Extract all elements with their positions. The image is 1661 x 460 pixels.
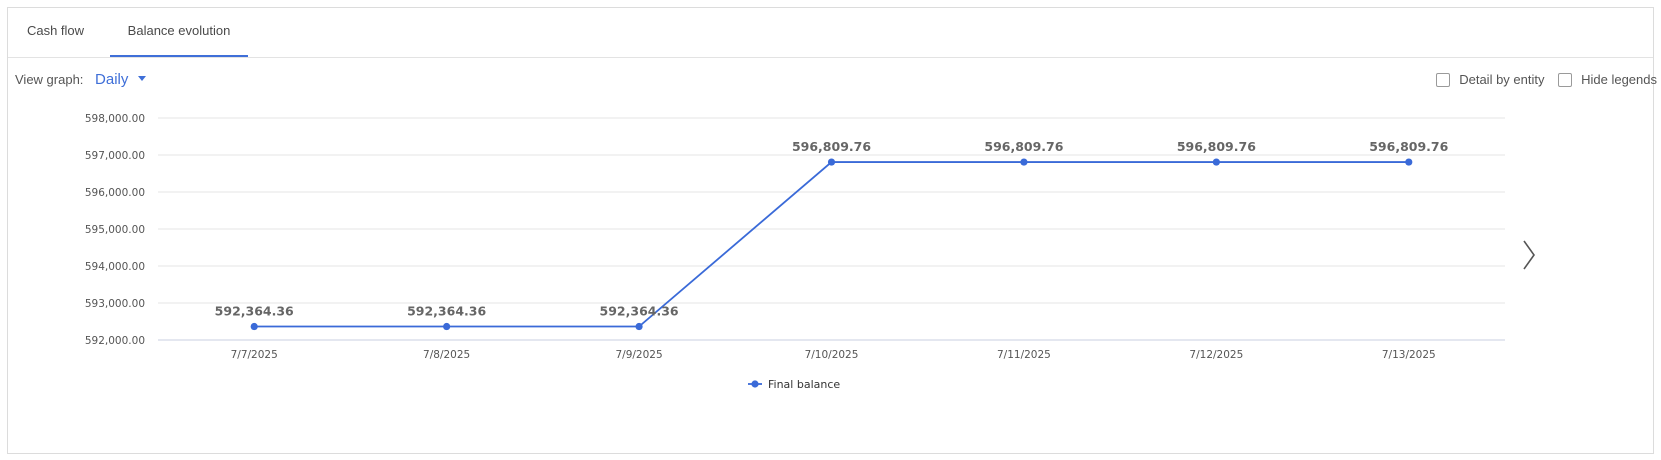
view-graph-value: Daily bbox=[95, 71, 129, 89]
data-labels: 592,364.36 592,364.36 592,364.36 596,809.76… bbox=[215, 139, 1449, 318]
x-tick-label: 7/11/2025 bbox=[997, 349, 1051, 361]
data-label: 596,809.76 bbox=[792, 139, 871, 154]
x-tick-label: 7/13/2025 bbox=[1382, 349, 1436, 361]
view-graph-row: View graph: Daily bbox=[15, 71, 147, 89]
data-point bbox=[1405, 158, 1413, 166]
hide-legends-checkbox[interactable]: Hide legends bbox=[1558, 72, 1657, 87]
balance-panel: Cash flow Balance evolution bbox=[7, 7, 1654, 454]
data-label: 596,809.76 bbox=[1369, 139, 1448, 154]
y-tick-label: 592,000.00 bbox=[85, 335, 145, 347]
data-label: 592,364.36 bbox=[407, 304, 486, 319]
data-point bbox=[635, 322, 643, 331]
data-point bbox=[1212, 158, 1220, 166]
series-line bbox=[254, 161, 1409, 328]
x-axis-ticks: 7/7/2025 7/8/2025 7/9/2025 7/10/2025 7/11/20… bbox=[231, 349, 1436, 361]
y-tick-label: 594,000.00 bbox=[85, 261, 145, 273]
data-label: 592,364.36 bbox=[215, 304, 294, 319]
y-tick-label: 593,000.00 bbox=[85, 298, 145, 310]
chart-options: Detail by entity Hide legends bbox=[1426, 72, 1657, 90]
y-tick-label: 597,000.00 bbox=[85, 150, 145, 162]
hide-legends-label: Hide legends bbox=[1581, 72, 1657, 87]
x-tick-label: 7/8/2025 bbox=[423, 349, 470, 361]
y-axis-ticks: 592,000.00 593,000.00 594,000.00 595,000.00… bbox=[85, 113, 145, 347]
legend[interactable]: Final balance bbox=[748, 378, 840, 391]
x-tick-label: 7/10/2025 bbox=[805, 349, 859, 361]
tab-balance-evolution[interactable]: Balance evolution bbox=[110, 8, 248, 57]
view-graph-dropdown[interactable]: Daily bbox=[95, 71, 147, 89]
data-label: 592,364.36 bbox=[600, 304, 679, 319]
caret-down-icon bbox=[138, 75, 147, 81]
data-label: 596,809.76 bbox=[1177, 139, 1256, 154]
detail-by-entity-label: Detail by entity bbox=[1459, 72, 1545, 87]
data-point bbox=[443, 322, 451, 331]
legend-label: Final balance bbox=[768, 378, 840, 391]
view-graph-label: View graph: bbox=[15, 72, 84, 88]
tab-bar: Cash flow Balance evolution bbox=[8, 8, 1653, 58]
x-tick-label: 7/7/2025 bbox=[231, 349, 278, 361]
chevron-right-icon[interactable] bbox=[1520, 238, 1540, 272]
x-tick-label: 7/9/2025 bbox=[615, 349, 662, 361]
y-tick-label: 598,000.00 bbox=[85, 113, 145, 125]
detail-by-entity-checkbox[interactable]: Detail by entity bbox=[1436, 72, 1544, 87]
tab-cash-flow[interactable]: Cash flow bbox=[26, 23, 85, 38]
data-point bbox=[250, 322, 258, 331]
y-tick-label: 595,000.00 bbox=[85, 224, 145, 236]
data-label: 596,809.76 bbox=[984, 139, 1063, 154]
detail-by-entity-box[interactable] bbox=[1436, 72, 1451, 87]
series-final-balance bbox=[250, 158, 1413, 331]
legend-marker-icon bbox=[751, 380, 759, 388]
data-point bbox=[827, 158, 836, 166]
data-point bbox=[1020, 158, 1028, 166]
grid-lines bbox=[158, 117, 1505, 341]
x-tick-label: 7/12/2025 bbox=[1189, 349, 1243, 361]
hide-legends-box[interactable] bbox=[1558, 72, 1573, 87]
y-tick-label: 596,000.00 bbox=[85, 187, 145, 199]
